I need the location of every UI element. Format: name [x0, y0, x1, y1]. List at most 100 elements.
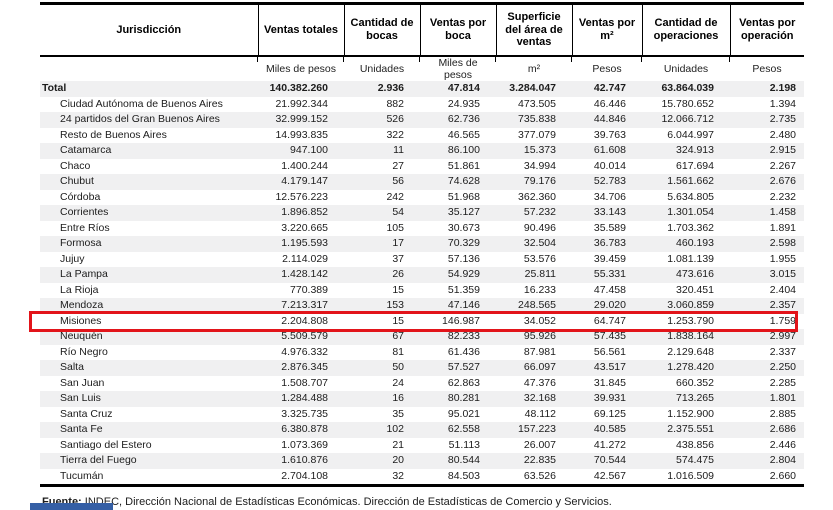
- value-cell: 2.129.648: [667, 345, 714, 358]
- value-cell: 26: [392, 268, 404, 280]
- value-cell: 1.284.488: [281, 392, 328, 404]
- header-row: Jurisdicción Ventas totales Cantidad de …: [40, 3, 804, 57]
- value-cell: 22.835: [523, 454, 556, 466]
- jurisdiction-cell: San Luis: [60, 392, 101, 404]
- value-cell: 713.265: [676, 392, 714, 404]
- value-cell: 74.628: [447, 175, 480, 187]
- jurisdiction-cell: Tucumán: [60, 469, 104, 482]
- unit-cell: m²: [495, 56, 572, 81]
- value-cell: 1.561.662: [667, 175, 714, 187]
- value-cell: 54.929: [447, 268, 480, 280]
- value-cell: 39.931: [593, 392, 626, 404]
- value-cell: 1.400.244: [281, 159, 328, 172]
- value-cell: 57.435: [593, 330, 626, 342]
- value-cell: 153: [386, 299, 404, 311]
- value-cell: 66.097: [523, 361, 556, 373]
- value-cell: 32.504: [523, 237, 556, 249]
- value-cell: 21: [392, 438, 404, 451]
- jurisdiction-cell: Total: [42, 82, 67, 94]
- value-cell: 51.113: [448, 438, 480, 451]
- value-cell: 2.404: [769, 283, 796, 296]
- table-row: 24 partidos del Gran Buenos Aires 32.999.…: [40, 112, 804, 128]
- column-header-cantidad-operaciones: Cantidad de operaciones: [641, 3, 730, 57]
- value-cell: 87.981: [523, 345, 556, 358]
- jurisdiction-cell: Formosa: [60, 237, 102, 249]
- value-cell: 51.968: [447, 190, 480, 203]
- value-cell: 51.861: [447, 159, 480, 172]
- table-row: San Juan 1.508.707 24 62.863 47.376 31.845 660…: [40, 376, 804, 392]
- unit-cell: Miles de pesos: [419, 56, 496, 81]
- unit-cell: Pesos: [571, 56, 642, 81]
- value-cell: 2.232: [769, 190, 796, 203]
- value-cell: 3.325.735: [281, 407, 328, 420]
- table-row: Tierra del Fuego 1.610.876 20 80.544 22.835 7…: [40, 453, 804, 469]
- value-cell: 50: [392, 361, 404, 373]
- table-row: Total 140.382.260 2.936 47.814 3.284.047 42.7…: [40, 81, 804, 97]
- table-row: La Pampa 1.428.142 26 54.929 25.811 55.331 473…: [40, 267, 804, 283]
- value-cell: 1.278.420: [667, 361, 714, 373]
- value-cell: 3.220.665: [281, 221, 328, 234]
- table-row: Resto de Buenos Aires 14.993.835 322 46.565…: [40, 128, 804, 144]
- table-row: Mendoza 7.213.317 153 47.146 248.565 29.020 3.…: [40, 298, 804, 314]
- value-cell: 15.780.652: [661, 97, 714, 110]
- statistics-table: Jurisdicción Ventas totales Cantidad de …: [40, 2, 804, 487]
- table-row: Entre Ríos 3.220.665 105 30.673 90.496 35.589…: [40, 221, 804, 237]
- value-cell: 36.783: [593, 237, 626, 249]
- value-cell: 16.233: [523, 283, 556, 296]
- value-cell: 70.329: [447, 237, 480, 249]
- value-cell: 54: [392, 206, 404, 218]
- jurisdiction-cell: Santiago del Estero: [60, 438, 152, 451]
- value-cell: 14.993.835: [275, 128, 328, 141]
- value-cell: 25.811: [524, 268, 556, 280]
- value-cell: 2.997: [769, 330, 796, 342]
- table-row: Santa Cruz 3.325.735 35 95.021 48.112 69.125 1…: [40, 407, 804, 423]
- value-cell: 322: [386, 128, 404, 141]
- table-row: Chaco 1.400.244 27 51.861 34.994 40.014 617.69…: [40, 159, 804, 175]
- value-cell: 1.428.142: [281, 268, 328, 280]
- value-cell: 362.360: [518, 190, 556, 203]
- jurisdiction-cell: Santa Cruz: [60, 407, 113, 420]
- value-cell: 2.250: [769, 361, 796, 373]
- jurisdiction-cell: San Juan: [60, 376, 105, 389]
- jurisdiction-cell: Chubut: [60, 175, 94, 187]
- value-cell: 29.020: [593, 299, 626, 311]
- value-cell: 2.598: [769, 237, 796, 249]
- table-row: Chubut 4.179.147 56 74.628 79.176 52.783 1.561…: [40, 174, 804, 190]
- value-cell: 16: [392, 392, 404, 404]
- jurisdiction-cell: Santa Fe: [60, 423, 103, 435]
- value-cell: 5.509.579: [281, 330, 328, 342]
- value-cell: 1.253.790: [667, 314, 714, 327]
- value-cell: 34.706: [593, 190, 626, 203]
- value-cell: 460.193: [676, 237, 714, 249]
- value-cell: 62.863: [447, 376, 480, 389]
- value-cell: 324.913: [676, 144, 714, 156]
- value-cell: 27: [392, 159, 404, 172]
- value-cell: 39.763: [593, 128, 626, 141]
- value-cell: 2.735: [769, 113, 796, 125]
- value-cell: 2.660: [730, 469, 804, 486]
- value-cell: 1.955: [769, 252, 796, 265]
- value-cell: 42.747: [593, 82, 626, 94]
- table-wrapper: Jurisdicción Ventas totales Cantidad de …: [29, 2, 804, 487]
- value-cell: 5.634.805: [667, 190, 714, 203]
- jurisdiction-cell: Chaco: [60, 159, 91, 172]
- value-cell: 1.081.139: [667, 252, 714, 265]
- value-cell: 46.565: [447, 128, 480, 141]
- table-row: Ciudad Autónoma de Buenos Aires 21.992.34…: [40, 97, 804, 113]
- value-cell: 52.783: [593, 175, 626, 187]
- jurisdiction-cell: Neuquén: [60, 330, 103, 342]
- value-cell: 15: [392, 283, 404, 296]
- column-header-ventas-por-m2: Ventas por m²: [571, 3, 642, 57]
- value-cell: 69.125: [593, 407, 626, 420]
- jurisdiction-cell: La Rioja: [60, 283, 99, 296]
- value-cell: 2.446: [769, 438, 796, 451]
- table-row: Formosa 1.195.593 17 70.329 32.504 36.783 460.…: [40, 236, 804, 252]
- value-cell: 2.357: [769, 299, 796, 311]
- value-cell: 31.845: [593, 376, 626, 389]
- value-cell: 617.694: [676, 159, 714, 172]
- value-cell: 377.079: [518, 128, 556, 141]
- value-cell: 86.100: [447, 144, 480, 156]
- unit-cell: Pesos: [729, 56, 804, 81]
- value-cell: 47.458: [593, 283, 626, 296]
